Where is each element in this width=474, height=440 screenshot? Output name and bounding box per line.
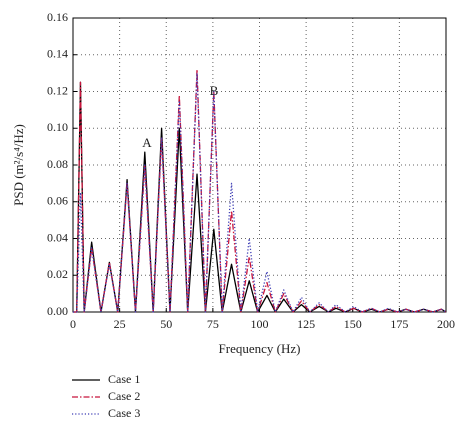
y-tick-label: 0.14 [47,47,68,61]
x-tick-label: 75 [207,317,219,331]
annotation: B [210,83,219,98]
y-tick-label: 0.08 [47,157,68,171]
y-tick-label: 0.12 [47,83,68,97]
x-tick-label: 0 [70,317,76,331]
plot-frame [72,17,447,313]
x-tick-label: 175 [390,317,408,331]
y-tick-label: 0.04 [47,230,68,244]
series-line [73,72,447,313]
x-tick-label: 25 [114,317,126,331]
series-line [73,81,447,313]
x-tick-label: 50 [160,317,172,331]
x-tick-label: 100 [251,317,269,331]
legend-label: Case 1 [108,372,140,386]
y-tick-label: 0.00 [47,304,68,318]
x-axis-label: Frequency (Hz) [219,341,301,356]
legend-label: Case 2 [108,389,140,403]
annotation: A [142,135,152,150]
x-tick-label: 125 [297,317,315,331]
x-tick-label: 150 [344,317,362,331]
legend-label: Case 3 [108,406,140,420]
y-axis-label: PSD (m²/s⁴/Hz) [11,124,26,206]
y-tick-label: 0.02 [47,267,68,281]
x-tick-label: 200 [437,317,455,331]
y-tick-label: 0.16 [47,10,68,24]
y-tick-label: 0.06 [47,194,68,208]
y-tick-label: 0.10 [47,120,68,134]
